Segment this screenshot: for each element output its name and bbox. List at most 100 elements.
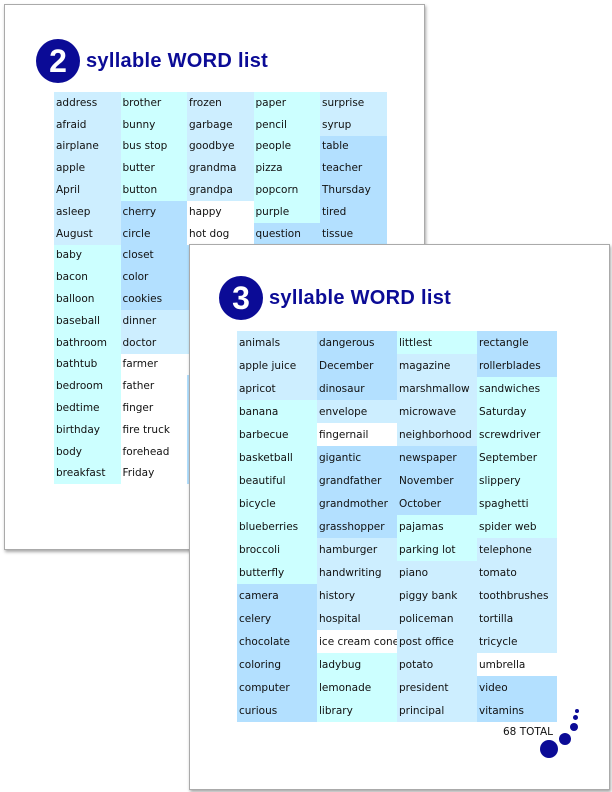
word-cell: marshmallow [397, 377, 477, 400]
word-cell: bus stop [120, 135, 187, 158]
word-cell: brother [120, 92, 187, 114]
word-cell: tortilla [477, 607, 557, 630]
word-cell: circle [120, 222, 187, 245]
word-cell: spider web [477, 515, 557, 538]
word-cell: magazine [397, 354, 477, 377]
word-cell: balloon [54, 288, 121, 310]
word-cell: Friday [120, 462, 187, 485]
word-cell: toothbrushes [477, 584, 557, 607]
word-cell: popcorn [253, 179, 320, 201]
word-cell: computer [237, 676, 317, 699]
word-cell: baby [54, 244, 121, 267]
word-cell: history [317, 584, 397, 607]
word-cell: lemonade [317, 676, 397, 699]
word-cell: purple [253, 200, 320, 223]
word-cell: grandmother [317, 492, 397, 515]
word-cell: gigantic [317, 446, 397, 469]
word-column: rectangle rollerblades sandwiches Saturday s… [477, 331, 557, 722]
word-cell: tomato [477, 561, 557, 584]
word-cell: banana [237, 400, 317, 423]
number-badge: 2 [36, 39, 80, 83]
word-cell: grandpa [187, 179, 254, 201]
word-cell: president [397, 676, 477, 699]
word-cell: basketball [237, 446, 317, 469]
word-cell: April [54, 179, 121, 201]
title-text: syllable WORD list [86, 49, 269, 72]
word-cell: library [317, 699, 397, 722]
word-cell: barbecue [237, 423, 317, 446]
word-table: address afraid airplane apple April asleep Aug… [54, 92, 387, 485]
word-cell: table [320, 135, 387, 158]
word-cell: beautiful [237, 469, 317, 492]
word-cell: parking lot [397, 538, 477, 561]
word-cell: apple juice [237, 354, 317, 377]
word-cell: August [54, 222, 121, 245]
word-cell: happy [187, 200, 254, 223]
word-cell: rectangle [477, 331, 557, 354]
word-cell: hot dog [187, 222, 254, 245]
word-cell: umbrella [477, 653, 557, 676]
word-cell: bacon [54, 266, 121, 289]
word-cell: envelope [317, 400, 397, 423]
word-cell: principal [397, 699, 477, 722]
word-cell: Saturday [477, 400, 557, 423]
word-cell: button [120, 179, 187, 201]
word-cell: tricycle [477, 630, 557, 653]
word-cell: apricot [237, 377, 317, 400]
dot [573, 715, 578, 720]
word-cell: bunny [120, 113, 187, 136]
word-cell: afraid [54, 113, 121, 136]
word-cell: curious [237, 699, 317, 722]
word-cell: telephone [477, 538, 557, 561]
word-cell: pencil [253, 113, 320, 136]
word-cell: screwdriver [477, 423, 557, 446]
page-title: 3 syllable WORD list [219, 276, 451, 320]
word-cell: frozen [187, 92, 254, 114]
word-cell: bedroom [54, 375, 121, 398]
word-cell: surprise [320, 92, 387, 114]
word-cell: ladybug [317, 653, 397, 676]
number-badge: 3 [219, 276, 263, 320]
word-cell: newspaper [397, 446, 477, 469]
word-cell: potato [397, 653, 477, 676]
word-cell: sandwiches [477, 377, 557, 400]
word-cell: December [317, 354, 397, 377]
word-cell: closet [120, 244, 187, 267]
word-cell: baseball [54, 309, 121, 332]
dot [575, 709, 579, 713]
total-count: 68 TOTAL [503, 726, 554, 738]
word-column: dangerous December dinosaur envelope fingern… [317, 331, 399, 722]
word-cell: paper [253, 92, 320, 114]
word-cell: piggy bank [397, 584, 477, 607]
word-cell: grasshopper [317, 515, 397, 538]
word-cell: microwave [397, 400, 477, 423]
word-cell: pizza [253, 157, 320, 180]
word-cell: fingernail [317, 423, 397, 446]
word-cell: November [397, 469, 477, 492]
word-cell: October [397, 492, 477, 515]
word-cell: blueberries [237, 515, 317, 538]
word-cell: teacher [320, 157, 387, 180]
word-cell: tired [320, 200, 387, 223]
dot [570, 723, 578, 731]
word-cell: slippery [477, 469, 557, 492]
word-table: animals apple juice apricot banana barbecue b… [237, 331, 557, 722]
word-cell: video [477, 676, 557, 699]
word-cell: animals [237, 331, 317, 354]
page-title: 2 syllable WORD list [36, 39, 268, 83]
three-syllable-page: 3 syllable WORD list animals apple juice a… [189, 244, 610, 790]
dot [540, 740, 558, 758]
word-column: surprise syrup table teacher Thursday tired ti… [320, 92, 387, 484]
word-cell: bathtub [54, 353, 121, 376]
word-cell: address [54, 92, 121, 114]
word-cell: vitamins [477, 699, 557, 722]
word-cell: hamburger [317, 538, 397, 561]
word-cell: grandma [187, 157, 254, 180]
word-cell: ice cream cone [317, 630, 399, 653]
dot [559, 733, 571, 745]
word-cell: dinner [120, 309, 187, 332]
word-cell: fire truck [120, 418, 187, 441]
word-column: address afraid airplane apple April asleep Aug… [54, 92, 121, 485]
word-cell: coloring [237, 653, 317, 676]
word-cell: piano [397, 561, 477, 584]
